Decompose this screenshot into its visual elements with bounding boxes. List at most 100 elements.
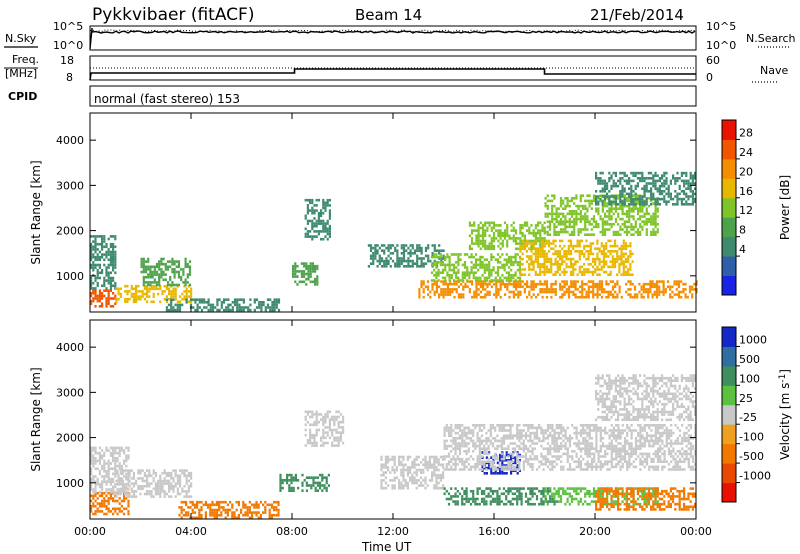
echo-cell <box>516 472 519 475</box>
echo-cell <box>246 506 249 509</box>
echo-cell <box>591 242 595 245</box>
echo-cell <box>548 199 552 203</box>
echo-cell <box>509 434 512 437</box>
echo-cell <box>473 221 476 225</box>
echo-cell <box>498 500 501 503</box>
echo-cell <box>476 463 479 466</box>
echo-cell <box>545 285 549 289</box>
echo-cell <box>487 460 490 463</box>
echo-cell <box>90 483 93 486</box>
echo-cell <box>614 182 617 185</box>
echo-cell <box>158 265 161 269</box>
echo-cell <box>422 458 425 461</box>
echo-cell <box>383 244 386 247</box>
echo-cell <box>502 426 506 430</box>
echo-cell <box>387 259 390 263</box>
echo-cell <box>534 252 537 256</box>
echo-cell <box>566 220 569 223</box>
echo-cell <box>155 283 159 287</box>
echo-cell <box>465 431 468 435</box>
echo-cell <box>654 200 657 203</box>
echo-cell <box>304 217 307 220</box>
echo-cell <box>442 466 445 469</box>
echo-cell <box>507 487 510 490</box>
echo-cell <box>458 460 462 463</box>
echo-cell <box>103 258 106 262</box>
echo-cell <box>673 293 676 296</box>
echo-cell <box>187 479 190 483</box>
echo-cell <box>326 222 329 225</box>
echo-cell <box>194 298 197 301</box>
echo-cell <box>376 259 379 263</box>
echo-cell <box>599 171 602 175</box>
echo-cell <box>539 221 542 225</box>
echo-cell <box>479 239 482 243</box>
echo-region <box>178 500 280 520</box>
echo-cell <box>647 282 650 286</box>
echo-cell <box>485 472 488 475</box>
echo-cell <box>159 477 162 480</box>
echo-cell <box>558 268 562 271</box>
echo-cell <box>112 459 115 463</box>
echo-cell <box>518 261 522 264</box>
echo-cell <box>200 308 204 312</box>
echo-cell <box>306 204 309 207</box>
echo-cell <box>98 502 101 505</box>
echo-cell <box>550 290 553 294</box>
echo-cell <box>575 194 578 197</box>
echo-cell <box>485 276 489 280</box>
echo-cell <box>541 237 544 240</box>
echo-cell <box>505 468 508 471</box>
echo-cell <box>393 463 396 467</box>
echo-cell <box>658 184 661 188</box>
echo-cell <box>508 237 511 240</box>
echo-cell <box>627 255 630 258</box>
echo-cell <box>120 449 123 452</box>
echo-cell <box>462 295 465 299</box>
echo-cell <box>553 230 556 234</box>
echo-cell <box>162 270 165 274</box>
echo-cell <box>537 221 540 225</box>
echo-cell <box>483 266 486 269</box>
echo-cell <box>402 466 405 469</box>
echo-cell <box>123 462 126 465</box>
echo-cell <box>304 198 307 202</box>
echo-cell <box>416 244 419 247</box>
echo-cell <box>455 290 458 294</box>
echo-cell <box>543 282 546 286</box>
echo-cell <box>496 266 500 269</box>
echo-cell <box>540 500 543 503</box>
echo-cell <box>643 190 646 193</box>
echo-cell <box>650 230 653 234</box>
echo-cell <box>563 252 566 256</box>
echo-cell <box>535 487 539 490</box>
echo-cell <box>449 293 452 296</box>
echo-cell <box>317 198 320 202</box>
echo-cell <box>487 429 490 432</box>
echo-cell <box>691 288 694 291</box>
echo-cell <box>171 262 174 266</box>
echo-cell <box>481 226 485 230</box>
echo-cell <box>554 260 557 263</box>
echo-cell <box>656 210 659 213</box>
echo-cell <box>599 217 602 221</box>
echo-cell <box>653 293 656 296</box>
echo-cell <box>207 303 210 307</box>
echo-cell <box>316 489 319 492</box>
echo-cell <box>483 268 486 272</box>
echo-cell <box>545 295 549 299</box>
echo-cell <box>105 490 108 494</box>
echo-cell <box>407 257 410 260</box>
echo-cell <box>501 274 504 277</box>
echo-cell <box>337 420 340 424</box>
echo-cell <box>576 295 579 299</box>
echo-cell <box>499 234 502 238</box>
echo-cell <box>620 247 623 250</box>
echo-cell <box>417 479 420 482</box>
echo-cell <box>518 437 521 440</box>
echo-cell <box>231 306 234 309</box>
echo-cell <box>428 479 431 482</box>
echo-cell <box>467 450 470 453</box>
echo-region <box>443 487 558 506</box>
echo-cell <box>517 295 520 299</box>
